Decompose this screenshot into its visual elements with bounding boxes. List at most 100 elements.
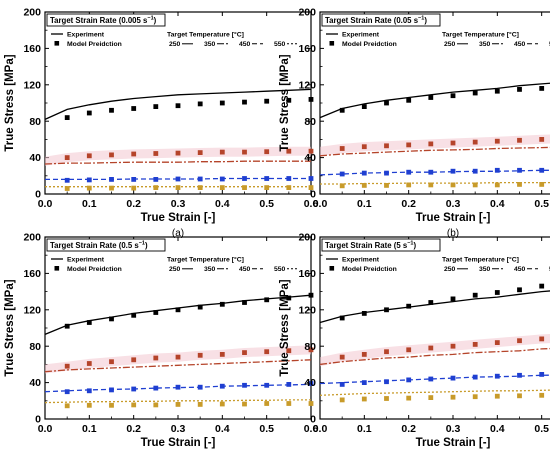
model-marker-550 (175, 185, 181, 190)
rate-title-part: ) (154, 16, 157, 25)
x-tick-label: 0.0 (313, 423, 328, 435)
model-marker-250 (153, 104, 159, 109)
model-marker-550 (197, 402, 203, 407)
model-marker-350 (308, 148, 314, 154)
model-marker-550 (406, 395, 412, 401)
model-marker-550 (109, 402, 114, 408)
model-marker-350 (109, 359, 114, 365)
x-axis-title: True Strain [-] (416, 437, 491, 449)
rate-title-part: Target Strain Rate ( (325, 16, 397, 25)
model-marker-250 (384, 307, 389, 313)
experiment-line-350 (319, 347, 550, 366)
rate-title-part: 0.005 (121, 16, 141, 25)
y-axis-title: True Stress [MPa] (4, 279, 16, 376)
y-axis-title: True Stress [MPa] (279, 279, 291, 376)
series-band-350 (320, 334, 550, 367)
legend-temperature-250: 250 (169, 41, 181, 48)
legend-model-swatch (329, 266, 335, 271)
x-tick-label: 0.4 (215, 423, 230, 435)
legend-temperature-450: 450 (514, 266, 526, 273)
chart-panel: 0 40 80 120 160 200 0.0 0.1 0.2 0.3 0.4 0.5 0.6 True … (279, 7, 550, 239)
model-marker-350 (339, 146, 345, 151)
legend-model-label: Model Preidction (342, 41, 397, 48)
model-marker-350 (517, 338, 522, 344)
x-axis-title: True Strain [-] (416, 212, 491, 224)
rate-title-part: s (132, 241, 139, 250)
legend-model-label: Model Preidction (67, 41, 122, 48)
legend-temperature-250: 250 (444, 41, 456, 48)
experiment-line-350 (319, 146, 550, 157)
model-marker-350 (406, 142, 412, 148)
model-marker-250 (242, 99, 247, 105)
y-tick-label: 80 (304, 341, 316, 353)
model-marker-450 (64, 177, 70, 183)
chart-panel: 0 40 80 120 160 200 0.0 0.1 0.2 0.3 0.4 0.5 0.6 True … (4, 232, 318, 449)
model-marker-250 (64, 323, 70, 329)
y-tick-label: 120 (23, 79, 41, 91)
legend-experiment-label: Experiment (67, 32, 105, 39)
model-marker-550 (517, 182, 522, 187)
model-marker-550 (86, 185, 92, 191)
rate-title-frame (321, 238, 441, 252)
legend: Experiment Model Preidction Target Tempera… (51, 31, 298, 48)
rate-title-part: −1 (139, 241, 145, 247)
model-marker-450 (472, 374, 478, 380)
model-marker-350 (64, 363, 70, 369)
model-marker-350 (361, 144, 367, 150)
x-tick-label: 0.4 (490, 198, 505, 210)
model-marker-450 (539, 372, 545, 377)
model-marker-550 (197, 185, 203, 190)
rate-title-part: ) (413, 241, 416, 250)
legend-temperature-550: 550 (274, 41, 286, 48)
model-marker-450 (539, 167, 545, 173)
legend-temperature-350: 350 (204, 41, 216, 48)
rate-title-frame (46, 238, 166, 252)
x-axis-title: True Strain [-] (141, 212, 216, 224)
experiment-line-450 (319, 374, 550, 385)
model-marker-550 (361, 396, 367, 402)
model-marker-350 (494, 138, 500, 144)
model-marker-450 (406, 377, 412, 383)
model-marker-250 (286, 97, 292, 103)
y-tick-label: 120 (23, 304, 41, 316)
model-marker-350 (450, 140, 456, 146)
model-marker-550 (264, 185, 270, 190)
y-tick-label: 80 (304, 116, 316, 128)
model-marker-550 (450, 182, 456, 188)
model-marker-450 (517, 372, 522, 378)
plot-frame (319, 236, 550, 420)
model-marker-450 (308, 176, 314, 181)
model-marker-250 (539, 283, 545, 289)
experiment-line-350 (44, 160, 311, 165)
rate-title-part: s (401, 241, 408, 250)
model-marker-450 (339, 382, 345, 387)
model-marker-550 (64, 186, 70, 191)
y-tick-label: 200 (298, 7, 316, 19)
plot-frame (44, 11, 312, 195)
experiment-line-250 (319, 82, 550, 119)
model-marker-450 (197, 384, 203, 390)
model-marker-550 (384, 183, 389, 188)
model-marker-350 (308, 347, 314, 353)
model-marker-250 (450, 93, 456, 99)
rate-title-part: Target Strain Rate ( (325, 241, 397, 250)
model-marker-350 (339, 354, 345, 360)
model-marker-550 (175, 402, 181, 407)
rate-title-part: Target Strain Rate ( (50, 241, 122, 250)
x-tick-label: 0.5 (534, 423, 549, 435)
model-marker-250 (308, 292, 314, 298)
legend-model-swatch (54, 41, 60, 46)
x-tick-label: 0.5 (534, 198, 549, 210)
model-marker-450 (384, 379, 389, 385)
model-marker-550 (219, 185, 225, 190)
chart-panel: 0 40 80 120 160 200 0.0 0.1 0.2 0.3 0.4 0.5 0.6 True … (4, 7, 318, 239)
legend: Experiment Model Preidction Target Tempera… (326, 31, 550, 48)
model-marker-450 (109, 387, 114, 393)
model-marker-350 (539, 336, 545, 342)
legend-experiment-label: Experiment (342, 32, 380, 39)
x-tick-label: 0.6 (304, 198, 319, 210)
model-marker-450 (286, 382, 292, 387)
model-marker-450 (264, 382, 270, 388)
legend-temperature-title: Target Temperature [°C] (442, 256, 519, 264)
model-marker-350 (494, 340, 500, 345)
